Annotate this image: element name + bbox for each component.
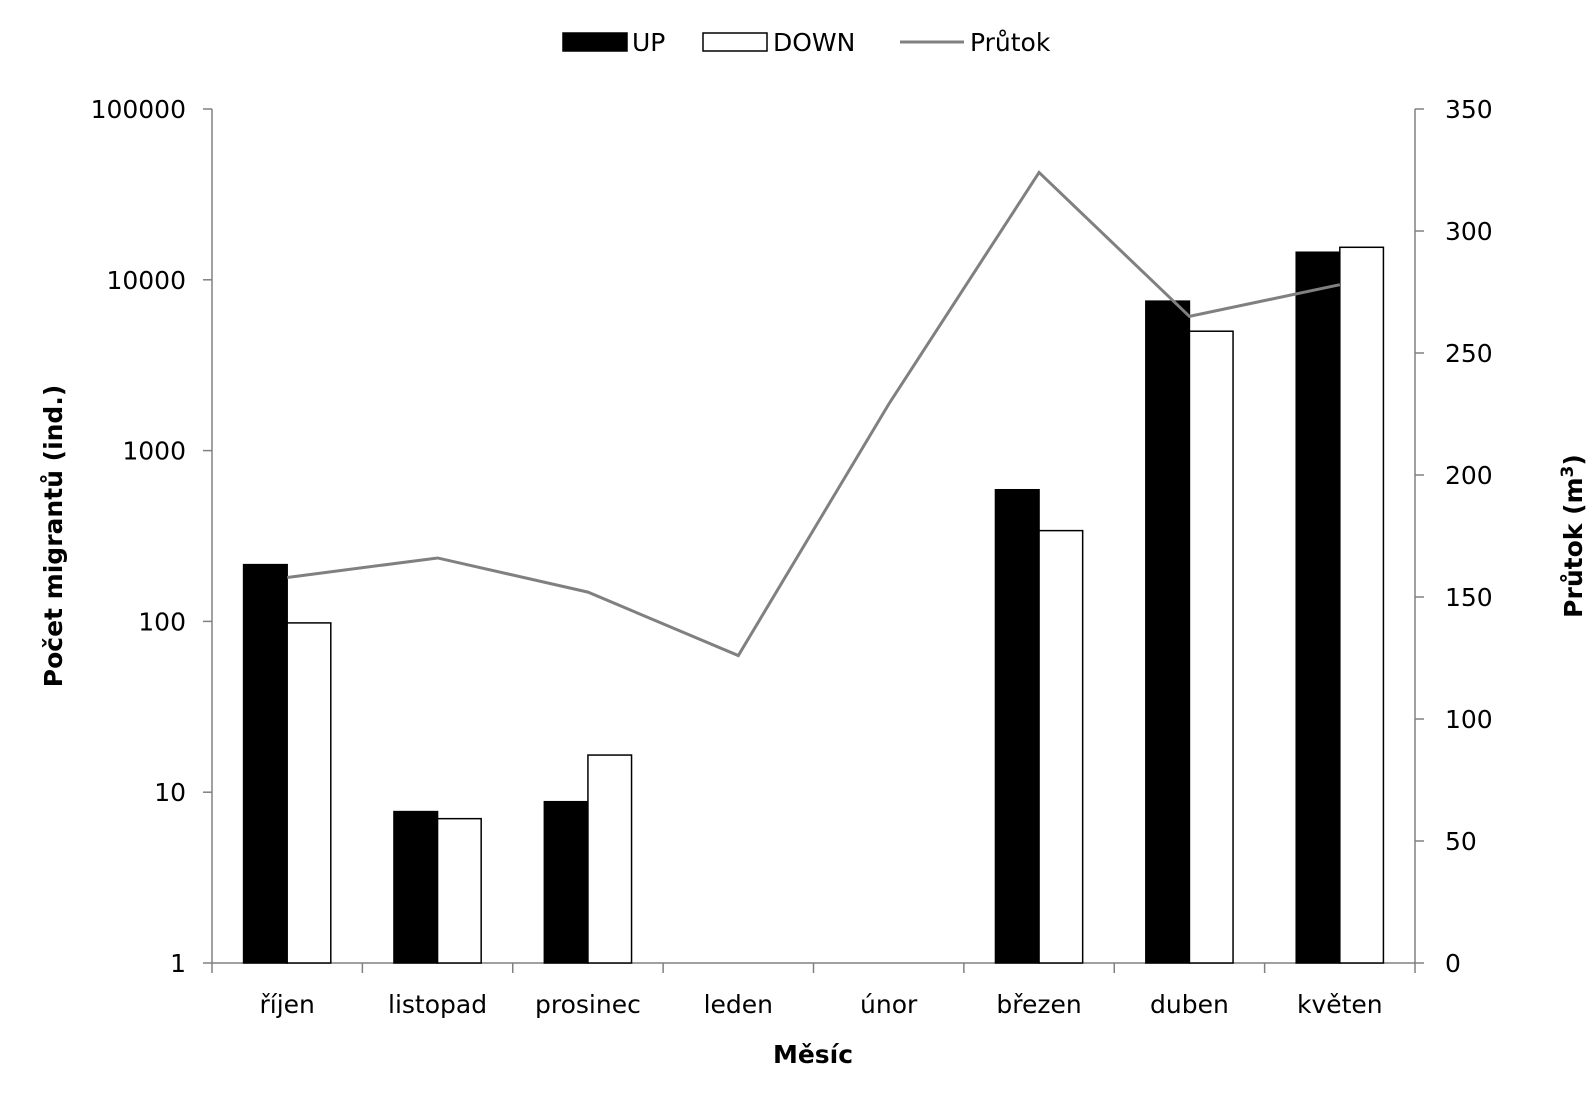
bar-up-1 <box>393 810 439 964</box>
legend-label-down: DOWN <box>773 28 855 57</box>
x-tick-label: duben <box>1150 990 1229 1019</box>
x-tick-label: březen <box>996 990 1081 1019</box>
x-axis-ticks: říjen listopad prosinec leden únor březen dube… <box>211 963 1416 1019</box>
x-axis-title: Měsíc <box>773 1040 853 1069</box>
y2-tick-label: 300 <box>1445 217 1493 246</box>
bar-down-7 <box>1339 246 1385 964</box>
y2-tick-label: 50 <box>1445 827 1477 856</box>
y2-axis-title-main: Průtok (m <box>1559 477 1588 617</box>
bar-down-2 <box>587 754 633 964</box>
y-tick-label: 10 <box>154 778 186 807</box>
y2-tick-label: 350 <box>1445 95 1493 124</box>
x-tick-label: listopad <box>388 990 487 1019</box>
y2-tick-label: 150 <box>1445 583 1493 612</box>
x-tick-label: říjen <box>259 990 314 1019</box>
bar-down-6 <box>1188 330 1234 964</box>
bar-up-2 <box>543 800 589 964</box>
y2-axis-title-end: ) <box>1559 454 1588 465</box>
y2-tick-label: 100 <box>1445 705 1493 734</box>
x-tick-label: únor <box>860 990 918 1019</box>
series-line-prutok <box>286 170 1341 658</box>
y2-tick-label: 250 <box>1445 339 1493 368</box>
x-tick-label: prosinec <box>535 990 641 1019</box>
y-tick-label: 1 <box>170 949 186 978</box>
right-axis-ticks: 0 50 100 150 200 250 300 350 <box>1415 95 1493 978</box>
bar-down-0 <box>286 622 332 964</box>
y-tick-label: 100 <box>138 607 186 636</box>
bar-up-6 <box>1145 300 1191 964</box>
axes <box>211 109 1416 964</box>
y2-tick-label: 200 <box>1445 461 1493 490</box>
legend-swatch-up <box>562 32 628 52</box>
y2-axis-title: Průtok (m3) <box>1558 454 1588 618</box>
bar-down-5 <box>1038 529 1084 964</box>
y2-axis-title-sup: 3 <box>1558 466 1578 478</box>
x-tick-label: květen <box>1297 990 1383 1019</box>
y-tick-label: 1000 <box>122 437 186 466</box>
y2-tick-label: 0 <box>1445 949 1461 978</box>
y-axis-title: Počet migrantů (ind.) <box>39 385 68 688</box>
legend-label-up: UP <box>632 28 665 57</box>
y-tick-label: 10000 <box>106 266 186 295</box>
legend: UP DOWN Průtok <box>562 28 1051 57</box>
x-tick-label: leden <box>704 990 773 1019</box>
prutok-line-layer <box>286 170 1341 658</box>
bar-up-7 <box>1295 251 1341 964</box>
legend-label-prutok: Průtok <box>970 28 1051 57</box>
bar-up-0 <box>242 563 288 964</box>
bar-up-5 <box>994 488 1040 964</box>
bars <box>242 246 1385 964</box>
left-axis-ticks: 1 10 100 1000 10000 100000 <box>91 95 212 978</box>
bar-down-1 <box>436 817 482 964</box>
legend-swatch-down <box>702 32 768 52</box>
y-tick-label: 100000 <box>91 95 186 124</box>
